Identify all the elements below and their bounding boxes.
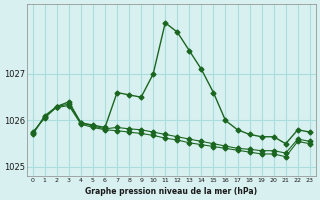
X-axis label: Graphe pression niveau de la mer (hPa): Graphe pression niveau de la mer (hPa) — [85, 187, 257, 196]
